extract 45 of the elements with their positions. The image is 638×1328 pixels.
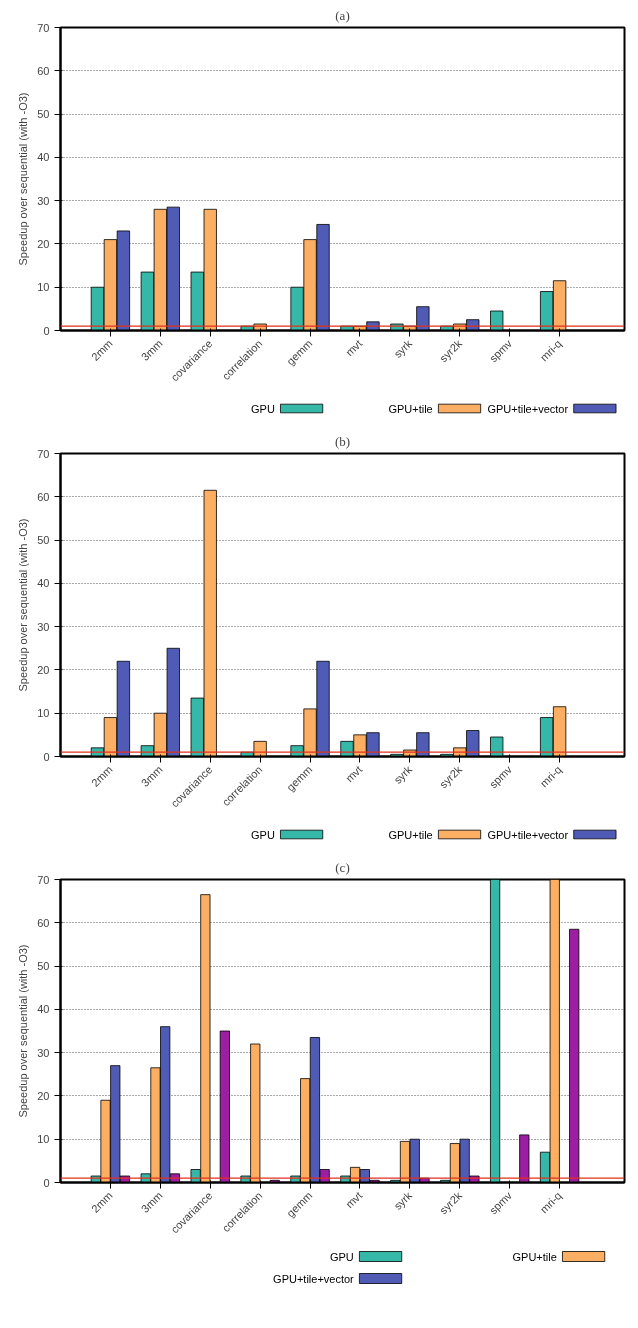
y-tick-label: 30 <box>37 194 50 207</box>
y-tick-label: 60 <box>37 490 50 503</box>
y-tick-label: 70 <box>37 21 50 34</box>
x-tick-label: syrk <box>391 1188 415 1212</box>
x-tick-label: mvt <box>343 1189 365 1211</box>
y-tick-label: 50 <box>37 108 50 121</box>
y-tick-label: 70 <box>37 447 50 460</box>
legend-label: GPU+tile <box>388 402 433 415</box>
y-tick-label: 20 <box>37 1089 50 1102</box>
chart-title: (b) <box>334 433 351 449</box>
y-tick-label: 30 <box>37 620 50 633</box>
chart-title: (c) <box>335 859 350 875</box>
legend-label: GPU+tile+vector <box>487 828 569 841</box>
y-tick-label: 50 <box>37 960 50 973</box>
legend-label: GPU <box>250 402 275 415</box>
y-tick-label: 0 <box>43 324 50 337</box>
legend-label: GPU <box>329 1250 354 1263</box>
chart-title: (a) <box>335 7 350 23</box>
y-tick-label: 50 <box>37 534 50 547</box>
y-axis-title: Speedup over sequential (with -O3) <box>17 944 30 1118</box>
x-tick-label: mvt <box>343 763 365 785</box>
legend-label: GPU <box>250 828 275 841</box>
y-tick-label: 20 <box>37 663 50 676</box>
y-axis-title: Speedup over sequential (with -O3) <box>17 518 30 692</box>
y-tick-label: 30 <box>37 1046 50 1059</box>
x-tick-label: mvt <box>343 337 365 359</box>
legend-label: GPU+tile <box>388 828 433 841</box>
y-tick-label: 40 <box>37 577 50 590</box>
x-tick-label: syrk <box>391 762 415 786</box>
legend-label: GPU+tile+vector <box>273 1272 355 1285</box>
legend-label: GPU+tile+vector <box>487 402 569 415</box>
y-tick-label: 10 <box>37 281 50 294</box>
legend-label: GPU+tile <box>512 1250 557 1263</box>
y-tick-label: 10 <box>37 707 50 720</box>
y-tick-label: 20 <box>37 237 50 250</box>
y-tick-label: 60 <box>37 916 50 929</box>
y-tick-label: 40 <box>37 151 50 164</box>
y-tick-label: 0 <box>43 1176 50 1189</box>
y-tick-label: 0 <box>43 750 50 763</box>
y-tick-label: 70 <box>37 873 50 886</box>
y-tick-label: 40 <box>37 1003 50 1016</box>
y-tick-label: 10 <box>37 1133 50 1146</box>
y-axis-title: Speedup over sequential (with -O3) <box>17 92 30 266</box>
y-tick-label: 60 <box>37 64 50 77</box>
x-tick-label: syrk <box>391 336 415 360</box>
